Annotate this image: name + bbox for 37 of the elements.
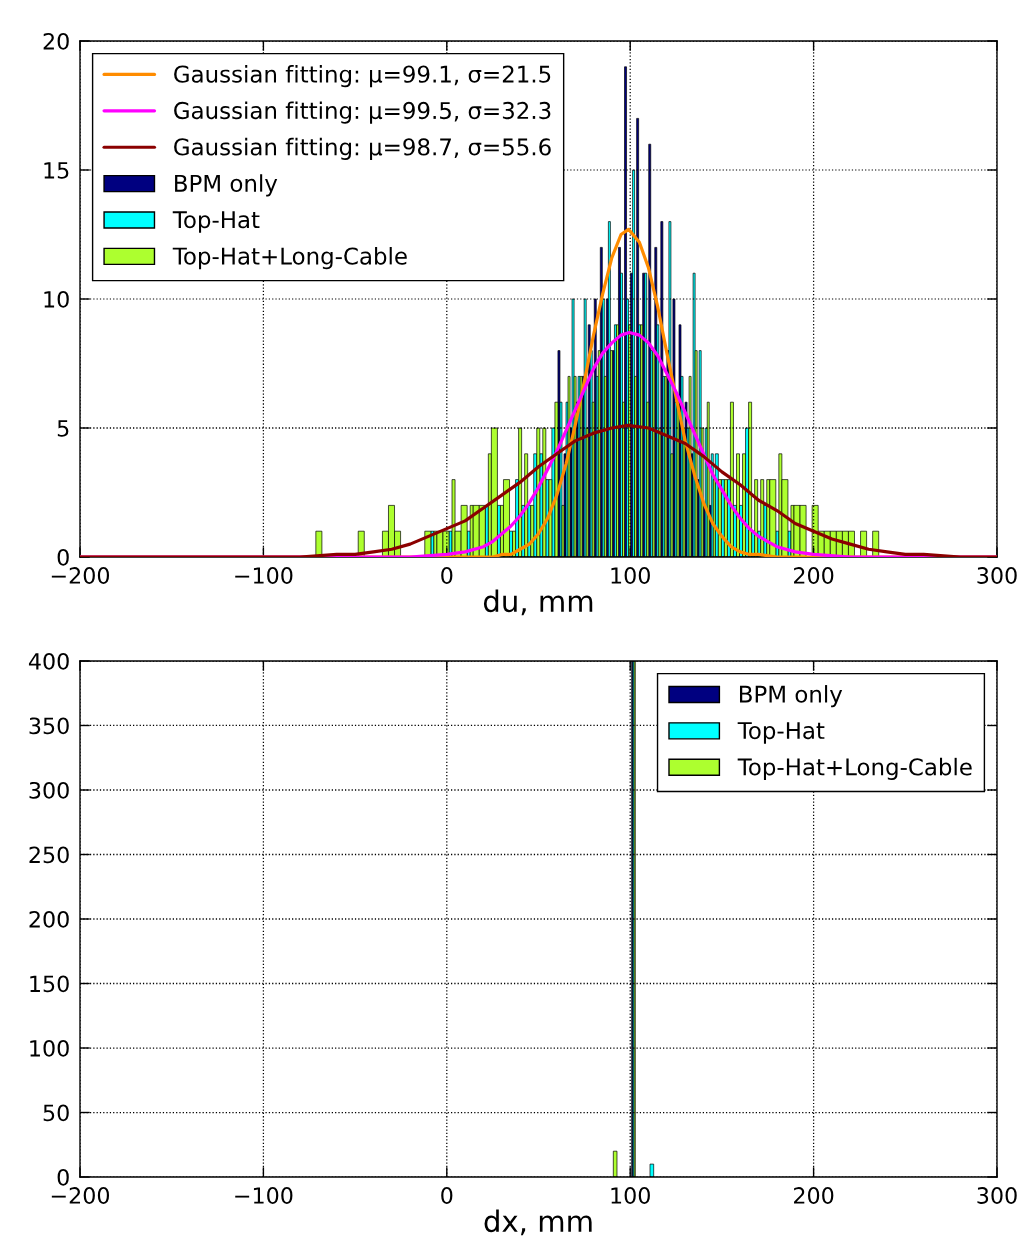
y-tick-label: 20 bbox=[43, 32, 69, 50]
y-tick-label: 5 bbox=[57, 420, 69, 437]
y-tick-label: 150 bbox=[30, 975, 69, 993]
x-tick-label: −100 bbox=[235, 1187, 293, 1204]
x-tick-label: 300 bbox=[977, 1187, 1017, 1204]
legend-label: Top-Hat bbox=[737, 722, 825, 744]
legend-label: Gaussian fitting: μ=99.1, σ=21.5 bbox=[174, 65, 551, 88]
y-tick-label: 350 bbox=[29, 717, 69, 735]
x-tick-label: 100 bbox=[611, 567, 650, 584]
y-tick-label: 50 bbox=[43, 1104, 69, 1122]
x-tick-label: 200 bbox=[794, 1187, 834, 1204]
legend-label: Top-Hat bbox=[172, 211, 260, 233]
y-tick-label: 0 bbox=[57, 1168, 69, 1186]
legend-label: BPM only bbox=[175, 174, 278, 197]
legend-label: Gaussian fitting: μ=98.7, σ=55.6 bbox=[174, 137, 551, 161]
y-tick-label: 15 bbox=[44, 162, 69, 179]
y-tick-label: 0 bbox=[57, 548, 69, 566]
x-axis-title: dx, mm bbox=[484, 1209, 592, 1236]
y-tick-label: 300 bbox=[29, 781, 69, 799]
legend-label: Gaussian fitting: μ=99.5, σ=32.3 bbox=[174, 101, 551, 124]
x-tick-label: 200 bbox=[794, 567, 834, 584]
x-tick-label: 300 bbox=[977, 567, 1017, 584]
x-tick-label: 100 bbox=[611, 1187, 650, 1204]
y-tick-label: 250 bbox=[29, 846, 69, 864]
x-tick-label: −100 bbox=[235, 567, 293, 584]
legend-label: Top-Hat+Long-Cable bbox=[172, 247, 407, 270]
y-tick-label: 400 bbox=[28, 652, 69, 670]
x-tick-label: 0 bbox=[441, 567, 453, 584]
x-axis-title: du, mm bbox=[483, 589, 593, 616]
legend-label: BPM only bbox=[739, 685, 843, 708]
legend-label: Top-Hat+Long-Cable bbox=[737, 757, 972, 781]
y-tick-label: 100 bbox=[30, 1039, 69, 1057]
y-tick-label: 200 bbox=[29, 910, 69, 928]
x-tick-label: 0 bbox=[441, 1187, 453, 1204]
x-tick-label: −200 bbox=[51, 567, 110, 584]
y-tick-label: 10 bbox=[44, 290, 69, 308]
x-tick-label: −200 bbox=[51, 1187, 110, 1204]
